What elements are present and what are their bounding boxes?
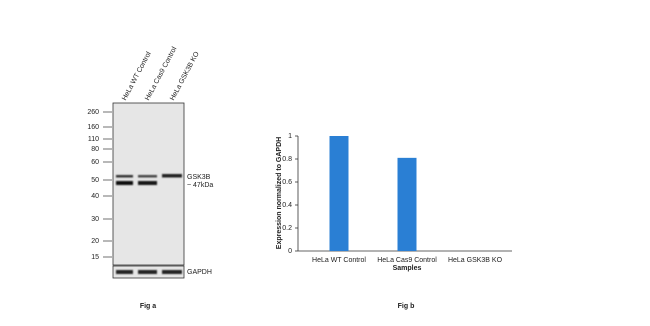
marker-label: 20	[91, 238, 99, 245]
marker-label: 110	[88, 136, 99, 143]
target-size: ~ 47kDa	[187, 182, 213, 189]
x-tick-label: HeLa WT Control	[312, 257, 366, 264]
loading-control-label: GAPDH	[187, 269, 212, 276]
blot-bands	[116, 174, 182, 185]
y-axis-label: Expression normalized to GAPDH	[276, 137, 283, 249]
y-tick-label: 0.4	[282, 202, 292, 209]
y-tick-label: 0.8	[282, 156, 292, 163]
y-tick-label: 0.2	[282, 225, 292, 232]
marker-label: 15	[91, 254, 99, 261]
y-tick-label: 0.6	[282, 179, 292, 186]
x-tick-label: HeLa GSK3B KO	[448, 257, 503, 264]
marker-label: 60	[91, 159, 99, 166]
x-axis-label: Samples	[393, 265, 422, 272]
western-blot: GSK3B ~ 47kDa GAPDH Fig a HeLa WT Contro…	[87, 46, 213, 310]
marker-label: 80	[91, 146, 99, 153]
bar	[329, 136, 349, 251]
marker-label: 30	[91, 216, 99, 223]
gapdh-bands	[116, 270, 182, 274]
marker-label: 40	[91, 193, 99, 200]
marker-label: 160	[87, 124, 99, 131]
caption: Fig a	[140, 303, 156, 310]
lane-label: HeLa GSK3B KO	[169, 50, 201, 102]
target-label: GSK3B	[187, 174, 211, 181]
x-tick-label: HeLa Cas9 Control	[377, 257, 437, 264]
y-tick-label: 0	[288, 248, 292, 255]
marker-label: 260	[87, 109, 99, 116]
caption: Fig b	[398, 303, 415, 310]
marker-label: 50	[91, 177, 99, 184]
y-tick-label: 1	[288, 133, 292, 140]
bar	[397, 157, 417, 251]
